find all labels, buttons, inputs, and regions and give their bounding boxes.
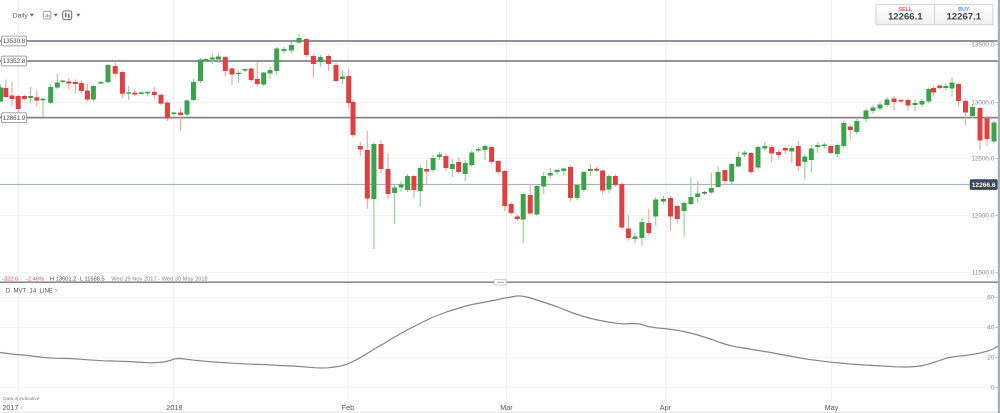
svg-text:2017: 2017 (2, 403, 18, 412)
svg-text:12500.0: 12500.0 (971, 155, 994, 162)
svg-text:-322.6: -322.6 (2, 276, 18, 282)
svg-text:0: 0 (991, 384, 995, 391)
svg-text:Wed 29 Nov 2017 - Wed 30 May 2: Wed 29 Nov 2017 - Wed 30 May 2018 (111, 276, 208, 282)
svg-text:H 13601.2: H 13601.2 (50, 276, 76, 282)
svg-text:D. MVT 14 LINE: D. MVT 14 LINE (6, 289, 53, 295)
svg-text:13500.0: 13500.0 (971, 41, 994, 48)
svg-text:40: 40 (987, 324, 995, 331)
svg-text:SELL: SELL (898, 7, 912, 13)
svg-text:Mar: Mar (500, 403, 513, 412)
svg-text:Data is indicative: Data is indicative (3, 396, 40, 402)
svg-text:12000.0: 12000.0 (971, 212, 994, 219)
svg-text:Feb: Feb (342, 403, 354, 412)
svg-text:12266.1: 12266.1 (888, 12, 923, 23)
svg-text:12266.6: 12266.6 (972, 182, 996, 189)
svg-text:May: May (825, 403, 839, 412)
svg-text:12267.1: 12267.1 (946, 12, 981, 23)
svg-text:13352.8: 13352.8 (3, 58, 26, 65)
svg-text:-2.46%: -2.46% (26, 276, 44, 282)
svg-text:×: × (55, 288, 59, 295)
svg-text:2018: 2018 (166, 403, 182, 412)
svg-text:Apr: Apr (660, 403, 672, 412)
svg-text:11500.0: 11500.0 (972, 269, 995, 276)
svg-text:L 11688.5: L 11688.5 (80, 276, 105, 282)
svg-text:‹: ‹ (20, 404, 22, 411)
svg-text:Daily: Daily (13, 12, 29, 19)
svg-text:60: 60 (987, 294, 995, 301)
svg-text:BUY: BUY (958, 7, 970, 13)
svg-text:20: 20 (987, 354, 995, 361)
svg-text:12861.9: 12861.9 (3, 115, 26, 122)
svg-text:13530.8: 13530.8 (3, 38, 26, 45)
svg-text:13000.0: 13000.0 (971, 99, 994, 106)
